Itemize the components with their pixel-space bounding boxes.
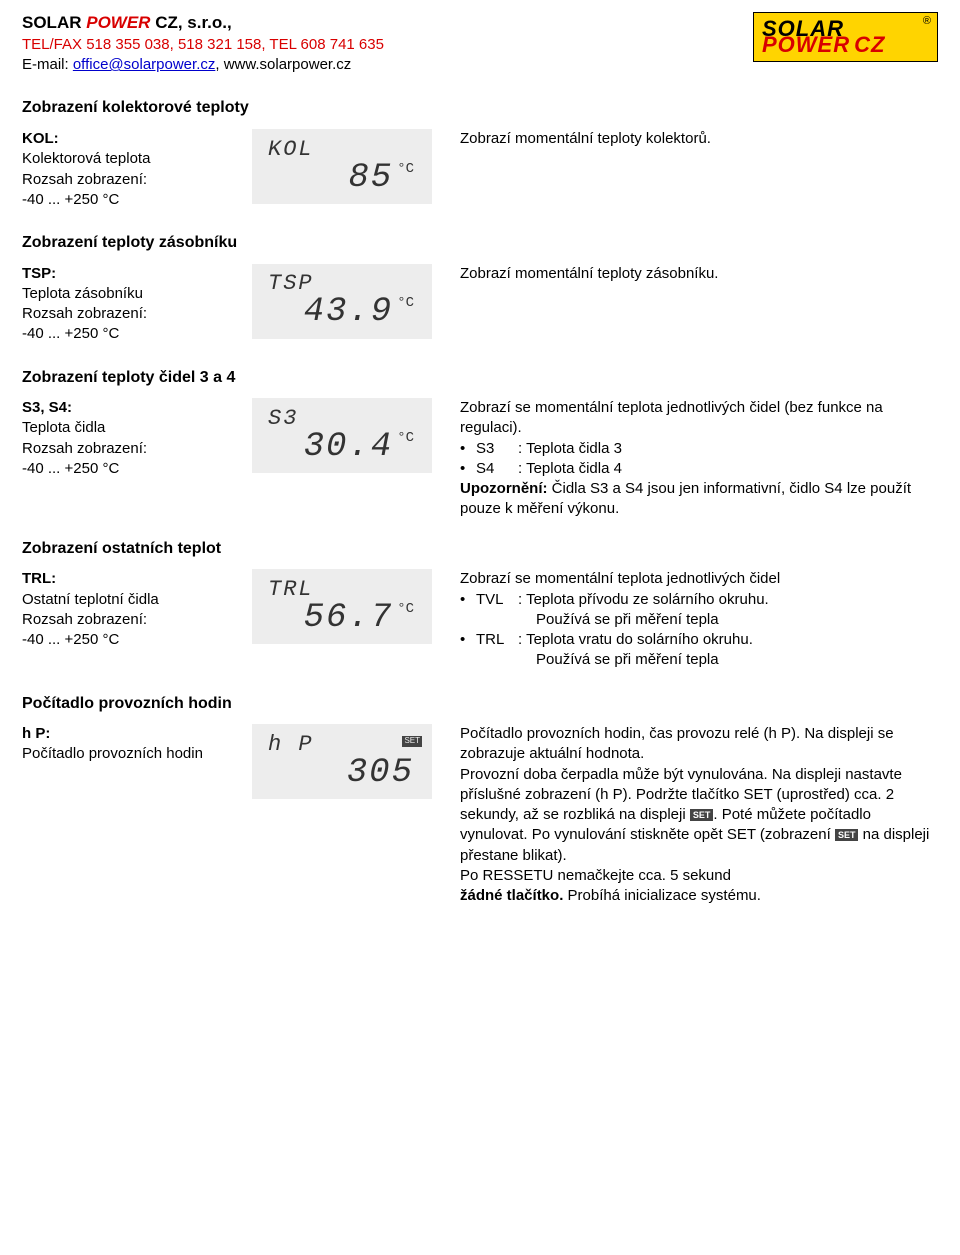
s3s4-sub3: -40 ... +250 °C: [22, 459, 234, 479]
s3s4-sub1: Teplota čidla: [22, 418, 234, 438]
kol-name: KOL:: [22, 129, 234, 149]
hp-lcd-value: 305: [347, 756, 414, 790]
www-text: www.solarpower.cz: [224, 56, 352, 73]
trl-lcd-value: 56.7: [304, 601, 394, 635]
section-trl-title: Zobrazení ostatních teplot: [22, 538, 938, 560]
hp-d2: Provozní doba čerpadla může být vynulová…: [460, 765, 938, 866]
s3s4-b2-code: S4: [476, 459, 518, 479]
trl-name: TRL:: [22, 569, 234, 589]
s3s4-lcd-value: 30.4: [304, 430, 394, 464]
hp-name: h P:: [22, 724, 234, 744]
hp-d3: Po RESSETU nemačkejte cca. 5 sekund: [460, 866, 938, 886]
tsp-left: TSP: Teplota zásobníku Rozsah zobrazení:…: [22, 264, 242, 345]
tsp-lcd-unit: °C: [397, 294, 414, 313]
s3s4-intro: Zobrazí se momentální teplota jednotlivý…: [460, 398, 938, 439]
trl-desc: Zobrazí se momentální teplota jednotlivý…: [442, 569, 938, 670]
email-link[interactable]: office@solarpower.cz: [73, 56, 216, 73]
tsp-sub2: Rozsah zobrazení:: [22, 304, 234, 324]
s3s4-name: S3, S4:: [22, 398, 234, 418]
company-solar: SOLAR: [22, 13, 82, 32]
trl-intro: Zobrazí se momentální teplota jednotlivý…: [460, 569, 938, 589]
logo-power: POWER: [762, 32, 850, 57]
tsp-lcd: TSP 43.9 °C: [252, 264, 432, 339]
trl-sub1: Ostatní teplotní čidla: [22, 590, 234, 610]
kol-lcd-label: KOL: [262, 139, 422, 161]
set-icon-2: SET: [835, 829, 859, 841]
hp-lcd-label: h P: [262, 734, 422, 756]
email-label: E-mail:: [22, 56, 73, 73]
trl-sub3: -40 ... +250 °C: [22, 630, 234, 650]
hp-d1: Počítadlo provozních hodin, čas provozu …: [460, 724, 938, 765]
trl-b2-sub: Používá se při měření tepla: [476, 651, 719, 668]
s3s4-lcd: S3 30.4 °C: [252, 398, 432, 473]
s3s4-warn: Upozornění: Čidla S3 a S4 jsou jen infor…: [460, 479, 938, 520]
hp-left: h P: Počítadlo provozních hodin: [22, 724, 242, 765]
kol-desc: Zobrazí momentální teploty kolektorů.: [442, 129, 938, 149]
kol-left: KOL: Kolektorová teplota Rozsah zobrazen…: [22, 129, 242, 210]
section-trl: Zobrazení ostatních teplot TRL: Ostatní …: [22, 538, 938, 671]
company-cz: CZ, s.r.o.: [155, 13, 227, 32]
trl-sub2: Rozsah zobrazení:: [22, 610, 234, 630]
section-tsp-title: Zobrazení teploty zásobníku: [22, 232, 938, 254]
email-sep: ,: [215, 56, 223, 73]
logo-cz: CZ: [854, 32, 885, 57]
trl-b1-sub: Používá se při měření tepla: [476, 611, 719, 628]
tsp-lcd-label: TSP: [262, 273, 422, 295]
trl-lcd-label: TRL: [262, 579, 422, 601]
section-kol-title: Zobrazení kolektorové teploty: [22, 97, 938, 119]
s3s4-b1-text: : Teplota čidla 3: [518, 440, 622, 457]
hp-d4-rest: Probíhá inicializace systému.: [563, 887, 761, 904]
s3s4-left: S3, S4: Teplota čidla Rozsah zobrazení: …: [22, 398, 242, 479]
hp-lcd-set-badge: SET: [402, 736, 422, 747]
hp-desc: Počítadlo provozních hodin, čas provozu …: [442, 724, 938, 906]
s3s4-b1-code: S3: [476, 439, 518, 459]
hp-d4-bold: žádné tlačítko.: [460, 887, 563, 904]
kol-lcd-unit: °C: [397, 160, 414, 179]
s3s4-sub2: Rozsah zobrazení:: [22, 439, 234, 459]
trl-b1-code: TVL: [476, 590, 518, 610]
tsp-desc: Zobrazí momentální teploty zásobníku.: [442, 264, 938, 284]
page-header: SOLAR POWER CZ, s.r.o., TEL/FAX 518 355 …: [22, 12, 938, 75]
s3s4-warn-label: Upozornění:: [460, 480, 548, 497]
tsp-lcd-value: 43.9: [304, 295, 394, 329]
section-tsp: Zobrazení teploty zásobníku TSP: Teplota…: [22, 232, 938, 345]
section-s3s4-title: Zobrazení teploty čidel 3 a 4: [22, 367, 938, 389]
section-kol: Zobrazení kolektorové teploty KOL: Kolek…: [22, 97, 938, 210]
tsp-name: TSP:: [22, 264, 234, 284]
kol-lcd-value: 85: [348, 161, 393, 195]
kol-sub3: -40 ... +250 °C: [22, 190, 234, 210]
trl-b2-code: TRL: [476, 630, 518, 650]
section-hp-title: Počítadlo provozních hodin: [22, 693, 938, 715]
company-power: POWER: [86, 13, 150, 32]
hp-d4: žádné tlačítko. Probíhá inicializace sys…: [460, 886, 938, 906]
trl-left: TRL: Ostatní teplotní čidla Rozsah zobra…: [22, 569, 242, 650]
tsp-sub1: Teplota zásobníku: [22, 284, 234, 304]
trl-lcd-unit: °C: [397, 600, 414, 619]
hp-sub1: Počítadlo provozních hodin: [22, 744, 234, 764]
s3s4-desc: Zobrazí se momentální teplota jednotlivý…: [442, 398, 938, 520]
s3s4-lcd-label: S3: [262, 408, 422, 430]
email-line: E-mail: office@solarpower.cz, www.solarp…: [22, 55, 384, 75]
logo-reg: ®: [923, 17, 931, 27]
company-line: SOLAR POWER CZ, s.r.o.,: [22, 12, 384, 35]
tel-line: TEL/FAX 518 355 038, 518 321 158, TEL 60…: [22, 35, 384, 55]
set-icon-1: SET: [690, 809, 714, 821]
logo: ® SOLAR POWERCZ: [753, 12, 938, 62]
section-hp: Počítadlo provozních hodin h P: Počítadl…: [22, 693, 938, 907]
section-s3s4: Zobrazení teploty čidel 3 a 4 S3, S4: Te…: [22, 367, 938, 520]
kol-sub1: Kolektorová teplota: [22, 149, 234, 169]
header-text: SOLAR POWER CZ, s.r.o., TEL/FAX 518 355 …: [22, 12, 384, 75]
trl-lcd: TRL 56.7 °C: [252, 569, 432, 644]
kol-lcd: KOL 85 °C: [252, 129, 432, 204]
tsp-sub3: -40 ... +250 °C: [22, 324, 234, 344]
hp-lcd: SET h P 305: [252, 724, 432, 799]
kol-sub2: Rozsah zobrazení:: [22, 170, 234, 190]
s3s4-b2-text: : Teplota čidla 4: [518, 460, 622, 477]
s3s4-lcd-unit: °C: [397, 429, 414, 448]
trl-b1-text: : Teplota přívodu ze solárního okruhu.: [518, 591, 769, 608]
trl-b2-text: : Teplota vratu do solárního okruhu.: [518, 631, 753, 648]
